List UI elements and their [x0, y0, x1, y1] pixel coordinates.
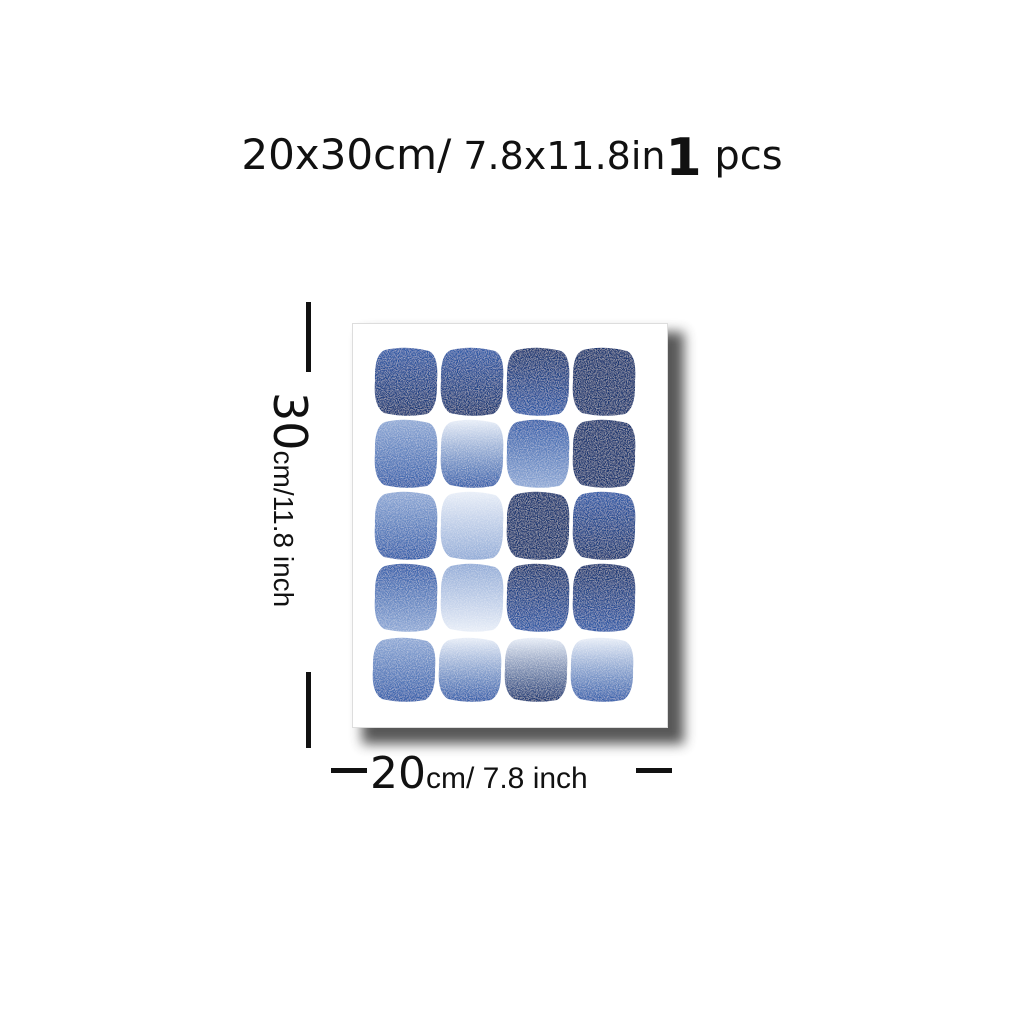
size-inch-text: 7.8x11.8in — [451, 134, 666, 178]
watercolor-blob — [440, 347, 504, 416]
quantity-unit: pcs — [701, 133, 783, 179]
watercolor-blob — [374, 419, 438, 488]
width-unit: cm/ 7.8 inch — [426, 762, 588, 795]
watercolor-blob — [570, 637, 634, 702]
watercolor-blob — [572, 563, 636, 632]
width-dimension-line-right — [636, 768, 672, 773]
width-dimension-label: 20cm/ 7.8 inch — [370, 752, 588, 796]
watercolor-blob — [374, 347, 438, 416]
watercolor-blob — [372, 637, 436, 702]
size-title: 20x30cm/ 7.8x11.8in1 pcs — [0, 132, 1024, 184]
height-dimension-line-bottom — [306, 672, 311, 748]
watercolor-artwork — [372, 347, 636, 702]
size-cm-text: 20x30cm/ — [241, 130, 452, 179]
watercolor-blob — [374, 491, 438, 560]
watercolor-blob — [440, 491, 504, 560]
watercolor-blob — [438, 637, 502, 702]
height-value: 30 — [263, 392, 317, 451]
poster-artwork — [352, 323, 668, 728]
height-dimension-label: 30cm/11.8 inch — [263, 392, 317, 608]
height-dimension-line-top — [306, 302, 311, 372]
watercolor-blob — [506, 563, 570, 632]
watercolor-blob — [374, 563, 438, 632]
watercolor-blob — [440, 563, 504, 632]
height-unit: cm/11.8 inch — [268, 450, 299, 608]
width-value: 20 — [370, 748, 426, 799]
watercolor-blob — [440, 419, 504, 488]
width-dimension-line-left — [331, 768, 367, 773]
watercolor-blob — [504, 637, 568, 702]
watercolor-blob — [506, 419, 570, 488]
watercolor-blob — [506, 491, 570, 560]
quantity-number: 1 — [665, 128, 702, 188]
watercolor-blob — [572, 491, 636, 560]
watercolor-blob — [572, 419, 636, 488]
watercolor-blob — [506, 347, 570, 416]
watercolor-blob — [572, 347, 636, 416]
